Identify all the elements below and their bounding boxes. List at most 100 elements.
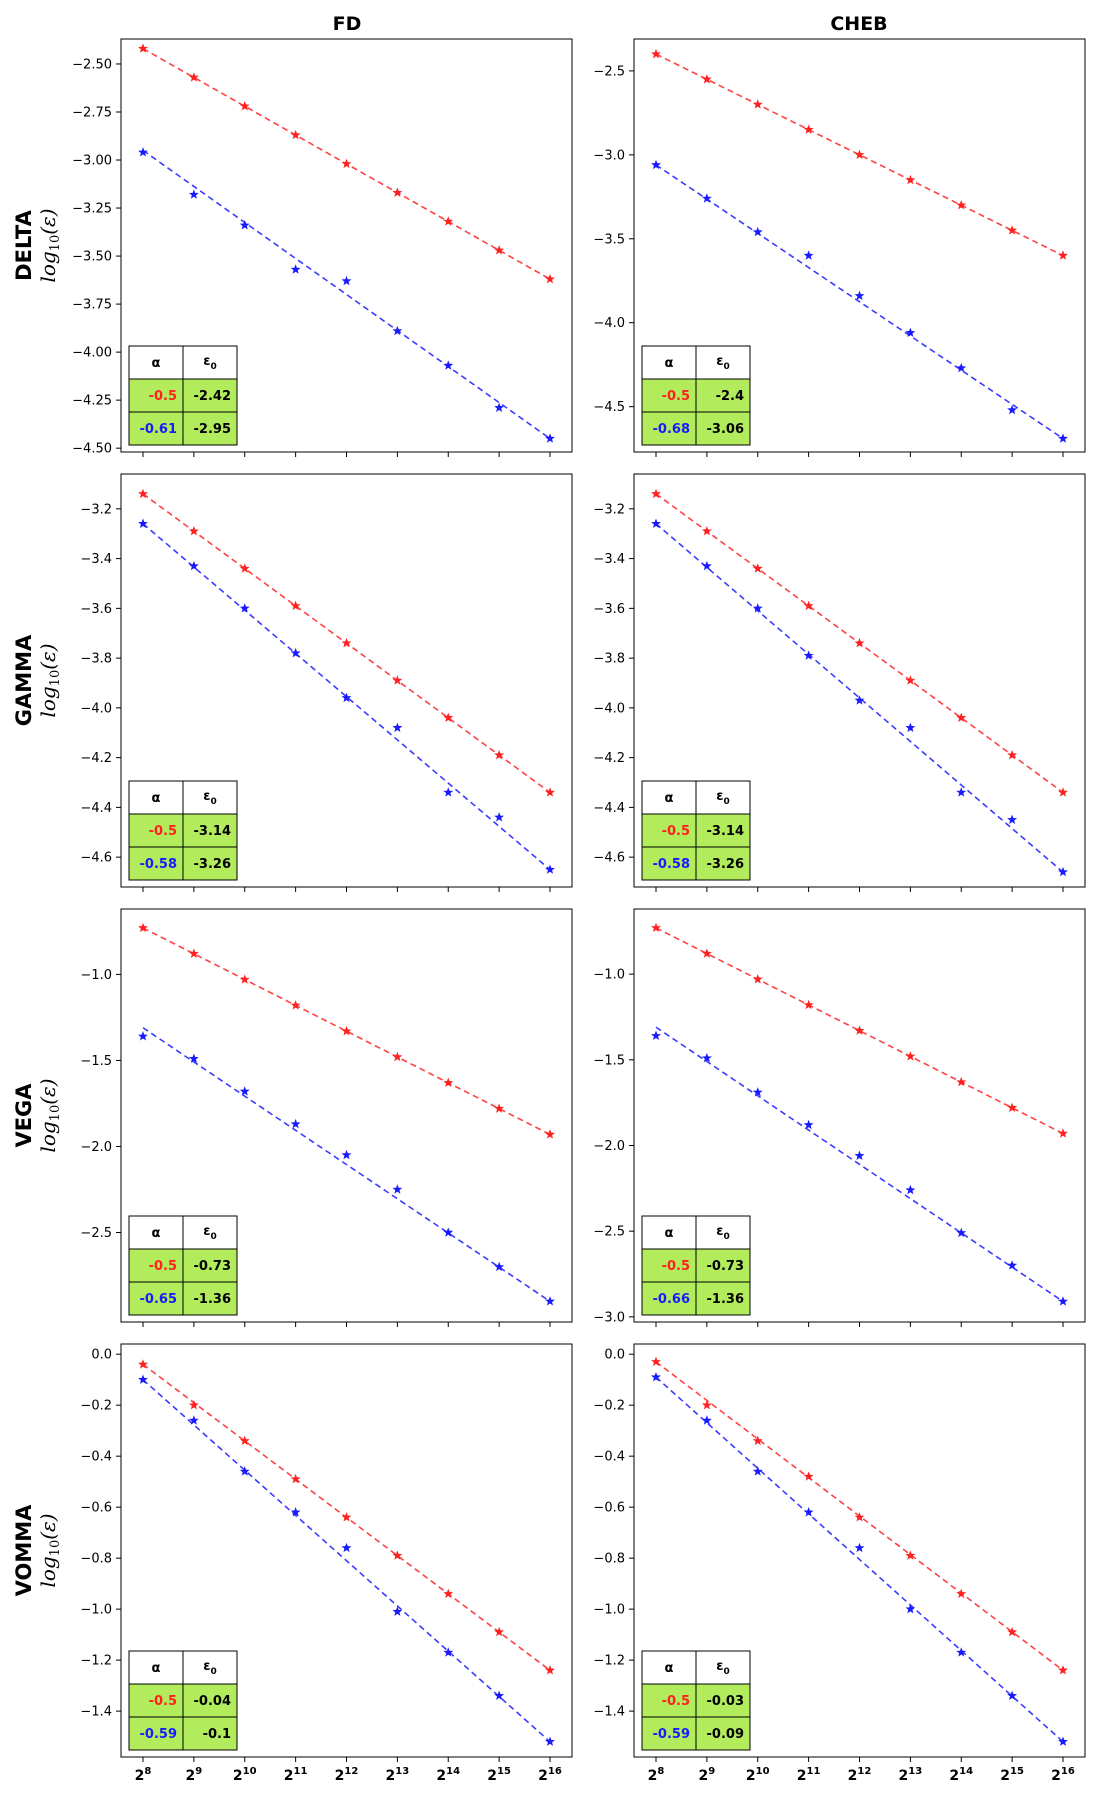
y-tick-label: −3.8: [80, 652, 112, 667]
data-point-blue: [1058, 866, 1068, 877]
data-point-red: [701, 74, 712, 84]
y-tick-label: −4.2: [80, 751, 112, 766]
data-point-red: [494, 245, 505, 255]
y-tick-label: −2.5: [593, 64, 625, 79]
y-axis-label-argument: (ε): [36, 1513, 60, 1539]
table-header-epsilon-symbol: ε: [716, 789, 723, 804]
table-header-cell: [182, 345, 238, 380]
data-point-blue: [1058, 1296, 1068, 1306]
fit-line-red: [142, 927, 551, 1136]
x-tick-exponent: 9: [195, 1766, 202, 1777]
data-point-red: [290, 600, 301, 611]
data-point-red: [341, 158, 352, 169]
table-header-epsilon-symbol: ε: [203, 789, 210, 804]
panel-vega-fd: −1.0 −1.5 −2.0 −2.5 α ε0 -0.5 -0.73 -0.65 -1.36 VE…: [12, 908, 573, 1327]
table-header-cell: [641, 1650, 697, 1685]
x-tick-base: 2: [186, 1768, 196, 1784]
x-tick-label: 216: [538, 1766, 562, 1784]
table-header-epsilon: ε0: [716, 1659, 730, 1677]
table-cell-eps-bg: [695, 1683, 751, 1718]
y-tick-label: −3.75: [72, 298, 112, 313]
data-point-blue: [1007, 814, 1018, 825]
data-point-red: [752, 99, 763, 109]
y-axis-label-argument: (ε): [36, 1078, 60, 1104]
data-point-blue: [803, 250, 814, 260]
data-point-red: [803, 600, 814, 611]
x-tick-exponent: 16: [548, 1766, 562, 1777]
fit-line-red: [655, 927, 1064, 1135]
data-point-blue: [752, 226, 763, 237]
fit-line-red: [655, 53, 1064, 257]
data-point-red: [651, 488, 661, 499]
table-cell-eps-bg: [182, 846, 238, 881]
data-point-red: [956, 1076, 967, 1087]
data-point-red: [392, 1550, 403, 1560]
data-point-red: [905, 675, 916, 685]
table-header-epsilon: ε0: [716, 1224, 730, 1242]
data-point-blue: [138, 147, 148, 157]
table-alpha-value: -0.58: [653, 857, 690, 872]
x-tick-label: 29: [186, 1766, 203, 1784]
table-alpha-value: -0.5: [149, 824, 177, 839]
x-tick-base: 2: [746, 1768, 756, 1784]
table-cell-eps-bg: [182, 378, 238, 413]
data-point-red: [239, 563, 250, 573]
data-point-blue: [1058, 1736, 1068, 1746]
y-axis-label-argument: (ε): [36, 208, 60, 234]
y-tick-label: −1.4: [593, 1705, 625, 1720]
y-tick-label: −0.2: [80, 1399, 112, 1414]
table-eps0-value: -2.42: [194, 389, 231, 404]
table-header-epsilon-subscript: 0: [723, 797, 729, 807]
data-point-blue: [290, 647, 301, 658]
data-point-red: [1007, 1102, 1018, 1112]
panel-vega-cheb: −1.0 −1.5 −2.0 −2.5 −3.0 α ε0 -0.5 -0.73 -0.66 -1.…: [593, 908, 1086, 1327]
fit-line-blue: [142, 149, 551, 440]
y-tick-label: −0.8: [593, 1552, 625, 1567]
data-point-blue: [701, 1415, 712, 1425]
data-point-red: [443, 712, 454, 723]
table-eps0-value: -0.73: [194, 1259, 231, 1274]
data-point-blue: [1007, 1690, 1018, 1701]
x-tick-label: 215: [1000, 1766, 1024, 1784]
y-axis-label: log10(ε): [36, 1513, 63, 1587]
table-cell-alpha-bg: [128, 846, 184, 881]
x-tick-exponent: 10: [756, 1766, 770, 1777]
data-point-red: [1058, 1128, 1068, 1138]
table-header-epsilon: ε0: [716, 789, 730, 807]
data-point-blue: [392, 325, 403, 336]
panel-delta-fd: −2.50 −2.75 −3.00 −3.25 −3.50 −3.75 −4.00 −4.25…: [12, 38, 573, 457]
data-point-blue: [854, 1542, 865, 1553]
y-axis-label: log10(ε): [36, 208, 63, 282]
row-title-delta: DELTA: [12, 209, 36, 280]
y-axis-label-main: log: [36, 1556, 60, 1587]
table-eps0-value: -1.36: [707, 1292, 744, 1307]
x-tick-exponent: 10: [243, 1766, 257, 1777]
table-header-epsilon-symbol: ε: [203, 1659, 210, 1674]
y-tick-label: −1.0: [80, 968, 112, 983]
table-alpha-value: -0.5: [662, 389, 690, 404]
fit-line-blue: [142, 1379, 551, 1743]
y-tick-label: −3.4: [593, 552, 625, 567]
table-cell-eps-bg: [182, 1716, 238, 1751]
table-eps0-value: -0.09: [707, 1727, 744, 1742]
table-eps0-value: -0.1: [203, 1727, 231, 1742]
panel-delta-cheb: −2.5 −3.0 −3.5 −4.0 −4.5 α ε0 -0.5 -2.4 -0.68 -3.0…: [593, 38, 1086, 457]
y-tick-label: −1.0: [593, 1603, 625, 1618]
y-tick-label: −1.5: [80, 1054, 112, 1069]
table-header-epsilon-subscript: 0: [210, 1667, 216, 1677]
data-point-red: [341, 1025, 352, 1036]
x-tick-label: 213: [386, 1766, 410, 1784]
data-point-red: [138, 1359, 148, 1369]
y-tick-label: −2.0: [593, 1139, 625, 1154]
y-axis-label-main: log: [36, 686, 60, 717]
table-cell-eps-bg: [695, 1281, 751, 1316]
data-point-blue: [494, 1690, 505, 1701]
data-point-red: [956, 200, 967, 210]
table-cell-alpha-bg: [128, 411, 184, 446]
data-point-red: [290, 129, 301, 140]
table-cell-eps-bg: [182, 1281, 238, 1316]
data-point-red: [1007, 1626, 1018, 1637]
y-tick-label: −3.25: [72, 202, 112, 217]
table-alpha-value: -0.5: [149, 389, 177, 404]
table-alpha-value: -0.5: [149, 1259, 177, 1274]
